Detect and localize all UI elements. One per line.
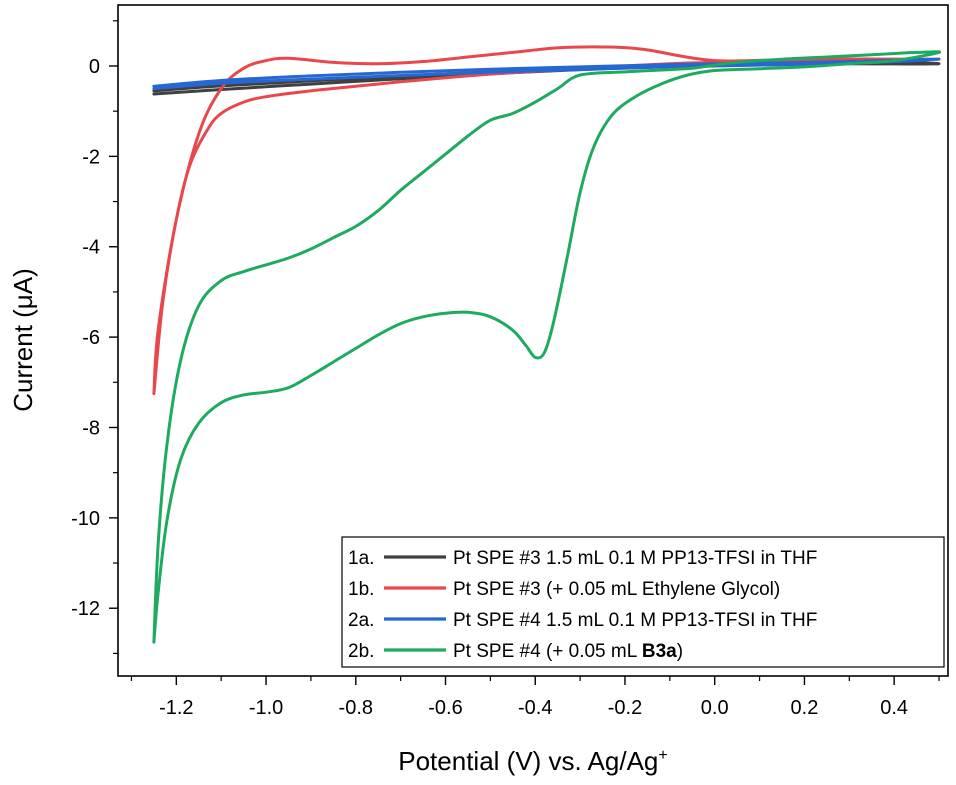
x-tick-label: 0.2 [791, 697, 819, 719]
x-axis-title-superscript: + [658, 747, 667, 764]
series-1b-line [152, 45, 941, 396]
x-axis-title-main: Potential (V) vs. Ag/Ag [398, 746, 658, 776]
y-tick-label: -8 [82, 417, 100, 439]
series-2a-line [152, 57, 941, 91]
x-tick-label: -1.2 [159, 697, 193, 719]
legend: 1a. Pt SPE #3 1.5 mL 0.1 M PP13-TFSI in T… [341, 536, 945, 668]
plot-frame [117, 4, 949, 677]
series-layer [152, 45, 942, 644]
x-tick-label: -0.8 [339, 697, 373, 719]
legend-prefix: 1a. [348, 548, 374, 569]
legend-box [341, 536, 945, 668]
legend-label: Pt SPE #4 (+ 0.05 mL B3a) [453, 641, 683, 662]
x-tick-label: -0.6 [428, 697, 462, 719]
legend-label-text: Pt SPE #4 (+ 0.05 mL [453, 641, 642, 662]
legend-label: Pt SPE #3 (+ 0.05 mL Ethylene Glycol) [453, 579, 780, 600]
series-2b-line [152, 50, 942, 644]
legend-prefix: 1b. [348, 579, 374, 600]
x-axis-ticks: -1.2 -1.0 -0.8 -0.6 -0.4 -0.2 0.0 0.2 0.4 [130, 676, 940, 719]
legend-label-text: Pt SPE #4 1.5 mL 0.1 M PP13-TFSI in THF [453, 610, 817, 631]
legend-prefix: 2a. [348, 610, 374, 631]
legend-prefix: 2b. [348, 641, 374, 662]
y-axis-ticks: 0 -2 -4 -6 -8 -10 -12 [71, 20, 118, 655]
y-tick-label: 0 [89, 56, 100, 78]
x-tick-label: -0.4 [518, 697, 552, 719]
legend-label: Pt SPE #3 1.5 mL 0.1 M PP13-TFSI in THF [453, 548, 817, 569]
legend-label-bold: B3a [642, 641, 677, 662]
y-tick-label: -10 [71, 508, 100, 530]
x-tick-label: 0.0 [701, 697, 729, 719]
legend-label-text: Pt SPE #3 1.5 mL 0.1 M PP13-TFSI in THF [453, 548, 817, 569]
x-tick-label: -0.2 [608, 697, 642, 719]
y-axis-title: Current (μA) [8, 268, 38, 412]
x-tick-label: -1.0 [249, 697, 283, 719]
legend-label: Pt SPE #4 1.5 mL 0.1 M PP13-TFSI in THF [453, 610, 817, 631]
x-tick-label: 0.4 [880, 697, 908, 719]
x-axis-title: Potential (V) vs. Ag/Ag+ [398, 746, 667, 776]
legend-label-text: Pt SPE #3 (+ 0.05 mL Ethylene Glycol) [453, 579, 780, 600]
y-tick-label: -12 [71, 598, 100, 620]
y-tick-label: -6 [82, 327, 100, 349]
legend-label-suffix: ) [677, 641, 683, 662]
y-tick-label: -4 [82, 237, 100, 259]
y-tick-label: -2 [82, 146, 100, 168]
